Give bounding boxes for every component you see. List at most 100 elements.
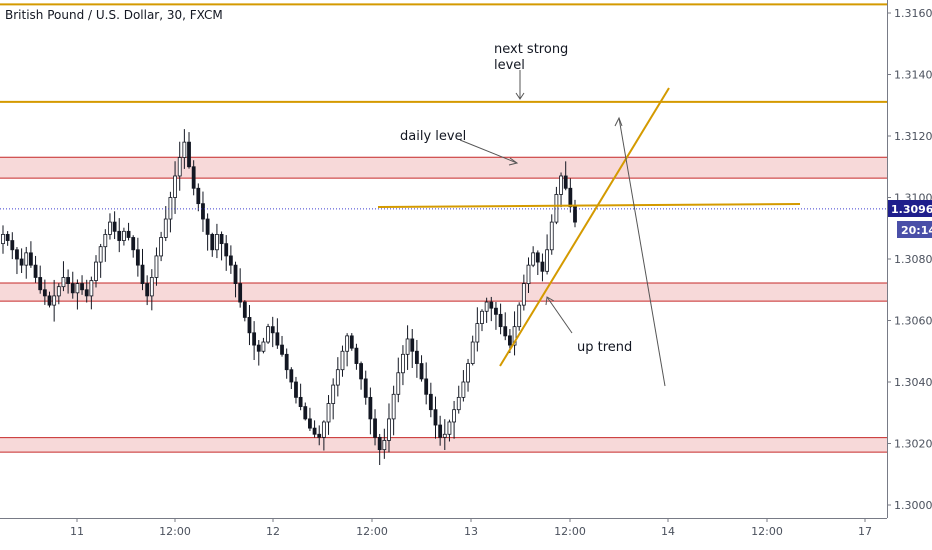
candle-body bbox=[191, 166, 196, 189]
short-horizontal-level-line[interactable] bbox=[377, 203, 801, 208]
y-tick-label: 1.31400 bbox=[894, 69, 932, 82]
candle-body bbox=[363, 378, 368, 398]
candle-body bbox=[475, 323, 480, 343]
candle-body bbox=[354, 347, 359, 364]
candle-body bbox=[503, 326, 508, 337]
candle-body bbox=[233, 264, 238, 284]
candle-body bbox=[428, 393, 433, 411]
candle-body bbox=[345, 335, 350, 352]
candle-body bbox=[38, 277, 43, 291]
candle-body bbox=[433, 409, 438, 426]
candle-body bbox=[568, 187, 573, 208]
candle-body bbox=[149, 277, 154, 297]
candle-body bbox=[554, 194, 559, 223]
candle-body bbox=[1, 233, 5, 245]
x-tick-label: 12:00 bbox=[554, 525, 586, 538]
candle-body bbox=[284, 353, 289, 371]
candle-body bbox=[535, 252, 540, 263]
candle-body bbox=[266, 326, 270, 343]
candle-body bbox=[89, 280, 94, 297]
candle-body bbox=[61, 277, 66, 288]
candle-body bbox=[70, 283, 75, 294]
projection-arrow[interactable] bbox=[618, 117, 666, 387]
candle-body bbox=[331, 384, 336, 404]
candle-body bbox=[526, 264, 531, 284]
candle-body bbox=[196, 187, 201, 205]
x-tick-label: 17 bbox=[858, 525, 872, 538]
candle-body bbox=[219, 233, 224, 245]
up-trend-arrow[interactable] bbox=[546, 296, 573, 334]
candle-body bbox=[396, 372, 401, 395]
candle-body bbox=[187, 141, 191, 168]
projection-arrowhead bbox=[614, 116, 623, 127]
candle-body bbox=[303, 406, 308, 420]
up-trend-label: up trend bbox=[577, 340, 632, 355]
candle-body bbox=[424, 378, 429, 395]
candle-body bbox=[308, 418, 312, 429]
candle-body bbox=[321, 421, 326, 438]
candle-body bbox=[312, 427, 317, 435]
candle-body bbox=[94, 261, 98, 281]
candle-body bbox=[498, 313, 503, 328]
candle-body bbox=[131, 237, 136, 251]
candle-body bbox=[531, 252, 536, 266]
x-tick-label: 14 bbox=[661, 525, 675, 538]
x-tick-label: 12:00 bbox=[751, 525, 783, 538]
candle-body bbox=[573, 206, 577, 223]
candle-body bbox=[33, 264, 38, 278]
candle-body bbox=[205, 218, 210, 235]
price-tag-value: 1.30963 bbox=[891, 203, 932, 216]
uptrend-line[interactable] bbox=[499, 87, 670, 367]
candle-body bbox=[391, 393, 396, 420]
candle-body bbox=[294, 381, 298, 398]
candle-body bbox=[201, 203, 205, 220]
candle-body bbox=[108, 221, 112, 235]
candle-body bbox=[24, 252, 29, 266]
x-tick-label: 13 bbox=[464, 525, 478, 538]
candle-body bbox=[410, 338, 415, 352]
x-tick-label: 12:00 bbox=[159, 525, 191, 538]
sr-zones bbox=[0, 156, 887, 453]
candle-body bbox=[289, 369, 294, 383]
candle-body bbox=[52, 295, 57, 306]
candle-body bbox=[210, 233, 215, 251]
candle-body bbox=[228, 255, 233, 266]
support-resistance-zone bbox=[0, 157, 887, 179]
candle-body bbox=[15, 249, 19, 260]
candle-body bbox=[145, 283, 150, 297]
candle-body bbox=[447, 421, 452, 435]
candle-body bbox=[489, 301, 494, 309]
price-tag-box bbox=[888, 200, 932, 217]
candle-body bbox=[452, 409, 456, 423]
x-tick-label: 12 bbox=[266, 525, 280, 538]
time-axis[interactable]: 11 12:00 12 12:00 13 12:00 14 12:00 17 bbox=[70, 518, 872, 538]
candle-body bbox=[559, 175, 563, 195]
candle-body bbox=[340, 350, 345, 371]
candle-body bbox=[215, 233, 219, 251]
candle-body bbox=[521, 283, 526, 306]
candle-body bbox=[368, 396, 373, 420]
candle-body bbox=[326, 403, 331, 423]
price-axis[interactable]: 1.300001.302001.304001.306001.308001.310… bbox=[887, 7, 932, 512]
candle-body bbox=[122, 230, 126, 241]
candle-body bbox=[182, 141, 187, 158]
candle-body bbox=[549, 221, 554, 251]
support-resistance-zone bbox=[0, 282, 887, 302]
candle-body bbox=[117, 230, 122, 241]
y-tick-label: 1.30200 bbox=[894, 438, 932, 451]
candle-body bbox=[373, 418, 377, 438]
next-level-arrowhead bbox=[515, 92, 525, 100]
daily-level-arrow[interactable] bbox=[459, 139, 518, 164]
candle-body bbox=[159, 237, 164, 257]
candle-body bbox=[507, 335, 512, 346]
candle-body bbox=[261, 341, 266, 352]
horizontal-levels[interactable] bbox=[0, 3, 887, 103]
candle-body bbox=[442, 433, 447, 438]
candle-body bbox=[461, 381, 466, 398]
candle-body bbox=[84, 289, 89, 297]
support-resistance-zone bbox=[0, 437, 887, 453]
symbol-title[interactable]: British Pound / U.S. Dollar, 30, FXCM bbox=[5, 8, 223, 22]
candle-body bbox=[177, 157, 182, 177]
candle-body bbox=[56, 286, 61, 297]
